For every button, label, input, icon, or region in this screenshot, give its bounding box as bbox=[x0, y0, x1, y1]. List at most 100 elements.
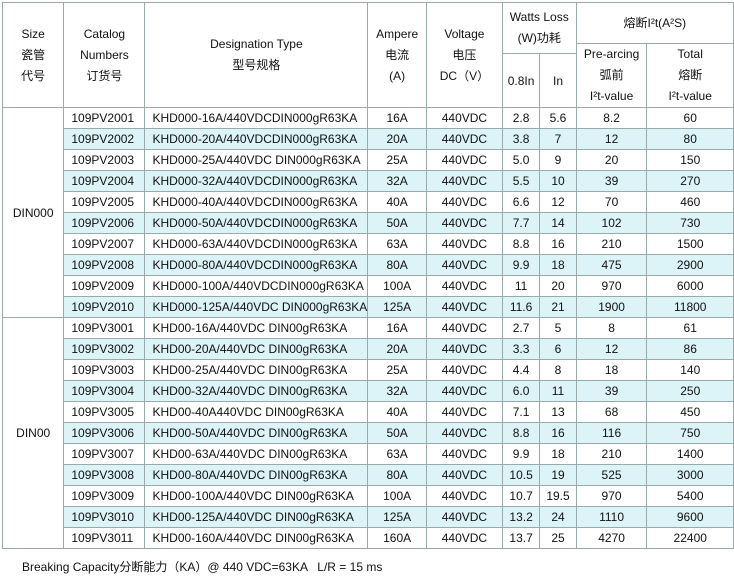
cell: KHD000-125A/440VDC DIN000gR63KA bbox=[144, 296, 369, 318]
table-row: 109PV3005 KHD00-40A440VDC DIN00gR63KA 40A 4… bbox=[3, 401, 734, 423]
header-line: Size bbox=[21, 26, 45, 41]
header-line: 熔断 bbox=[678, 68, 703, 82]
cell: 150 bbox=[646, 149, 734, 171]
header-cell: Watts Loss (W)功耗 bbox=[501, 2, 577, 54]
cell: 13 bbox=[539, 401, 577, 423]
cell: 21 bbox=[539, 296, 577, 318]
cell: 68 bbox=[575, 401, 648, 423]
header-cell: In bbox=[539, 53, 577, 108]
cell: 60 bbox=[646, 107, 734, 129]
cell: 12 bbox=[575, 338, 648, 360]
header-cell: 熔断I²t(A²S) bbox=[575, 2, 734, 44]
cell: 440VDC bbox=[425, 254, 503, 276]
header-cell: Pre-arcing 弧前 I²t-value bbox=[575, 43, 648, 108]
cell: 109PV2010 bbox=[63, 296, 146, 318]
table-row: 109PV3011 KHD00-160A/440VDC DIN00gR63KA 16… bbox=[3, 527, 734, 549]
cell: 9600 bbox=[646, 506, 734, 528]
cell: 12 bbox=[539, 191, 577, 213]
cell: KHD00-80A/440VDC DIN00gR63KA bbox=[144, 464, 369, 486]
cell: 440VDC bbox=[425, 128, 503, 150]
cell: KHD00-50A/440VDC DIN00gR63KA bbox=[144, 422, 369, 444]
cell: 80 bbox=[646, 128, 734, 150]
cell: 210 bbox=[575, 233, 648, 255]
header-line: DC（V） bbox=[439, 68, 490, 83]
header-row: 0.8In In bbox=[3, 53, 734, 108]
cell: 440VDC bbox=[425, 527, 503, 549]
cell: KHD000-50A/440VDCDIN000gR63KA bbox=[144, 212, 369, 234]
cell: 16A bbox=[367, 317, 427, 339]
cell: 39 bbox=[575, 170, 648, 192]
cell: 20 bbox=[575, 149, 648, 171]
cell: 270 bbox=[646, 170, 734, 192]
table-row: 109PV2010 KHD000-125A/440VDC DIN000gR63KA… bbox=[3, 296, 734, 318]
cell: 109PV3005 bbox=[63, 401, 146, 423]
size-cell: DIN000 bbox=[1, 107, 65, 318]
cell: 525 bbox=[575, 464, 648, 486]
cell: 109PV2009 bbox=[63, 275, 146, 297]
cell: 18 bbox=[575, 359, 648, 381]
cell: KHD000-100A/440VDCDIN000gR63KA bbox=[144, 275, 369, 297]
cell: 11 bbox=[501, 275, 541, 297]
cell: KHD00-160A/440VDC DIN00gR63KA bbox=[144, 527, 369, 549]
cell: 970 bbox=[575, 485, 648, 507]
table-row: 109PV2008 KHD000-80A/440VDCDIN000gR63KA 80… bbox=[3, 254, 734, 276]
cell: 109PV3011 bbox=[63, 527, 146, 549]
table-row: 109PV3002 KHD00-20A/440VDC DIN00gR63KA 20A… bbox=[3, 338, 734, 360]
cell: 86 bbox=[646, 338, 734, 360]
cell: 450 bbox=[646, 401, 734, 423]
cell: 6 bbox=[539, 338, 577, 360]
cell: 10.7 bbox=[501, 485, 541, 507]
cell: 125A bbox=[367, 296, 427, 318]
cell: 5 bbox=[539, 317, 577, 339]
header-line: 瓷管 bbox=[21, 47, 46, 62]
cell: KHD00-40A440VDC DIN00gR63KA bbox=[144, 401, 369, 423]
header-line: (A) bbox=[389, 68, 406, 83]
cell: 10.5 bbox=[501, 464, 541, 486]
header-line: I²t-value bbox=[589, 89, 634, 103]
cell: KHD00-100A/440VDC DIN00gR63KA bbox=[144, 485, 369, 507]
cell: 1900 bbox=[575, 296, 648, 318]
cell: 6.0 bbox=[501, 380, 541, 402]
cell: 61 bbox=[646, 317, 734, 339]
header-row: Size 瓷管 代号 Catalog Numbers 订货号 Designation Typ… bbox=[1, 2, 734, 108]
cell: 109PV2005 bbox=[63, 191, 146, 213]
cell: 8 bbox=[575, 317, 648, 339]
cell: 750 bbox=[646, 422, 734, 444]
cell: 5.0 bbox=[501, 149, 541, 171]
header-line: Total bbox=[677, 47, 703, 61]
table-row: 109PV3004 KHD00-32A/440VDC DIN00gR63KA 32A… bbox=[3, 380, 734, 402]
size-cell: DIN00 bbox=[1, 317, 65, 549]
cell: 109PV2008 bbox=[63, 254, 146, 276]
header-line: (W)功耗 bbox=[517, 31, 561, 45]
cell: 9 bbox=[539, 149, 577, 171]
cell: 109PV3010 bbox=[63, 506, 146, 528]
cell: 3000 bbox=[646, 464, 734, 486]
cell: 5400 bbox=[646, 485, 734, 507]
cell: KHD00-16A/440VDC DIN00gR63KA bbox=[144, 317, 369, 339]
header-cell: Designation Type 型号规格 bbox=[144, 2, 369, 108]
cell: 13.2 bbox=[501, 506, 541, 528]
cell: 440VDC bbox=[425, 149, 503, 171]
cell: 8.2 bbox=[575, 107, 648, 129]
cell: 160A bbox=[367, 527, 427, 549]
cell: 20 bbox=[539, 275, 577, 297]
cell: 440VDC bbox=[425, 485, 503, 507]
fuse-table: Size 瓷管 代号 Catalog Numbers 订货号 Designation Typ… bbox=[1, 2, 734, 549]
cell: KHD000-25A/440VDC DIN000gR63KA bbox=[144, 149, 369, 171]
cell: 116 bbox=[575, 422, 648, 444]
cell: 1110 bbox=[575, 506, 648, 528]
cell: 109PV3006 bbox=[63, 422, 146, 444]
cell: 2.7 bbox=[501, 317, 541, 339]
header-line: 电压 bbox=[452, 47, 477, 62]
cell: 109PV2004 bbox=[63, 170, 146, 192]
cell: 40A bbox=[367, 401, 427, 423]
cell: 32A bbox=[367, 380, 427, 402]
cell: 109PV3009 bbox=[63, 485, 146, 507]
cell: 440VDC bbox=[425, 170, 503, 192]
cell: 80A bbox=[367, 254, 427, 276]
cell: 16 bbox=[539, 422, 577, 444]
cell: 3.3 bbox=[501, 338, 541, 360]
cell: 22400 bbox=[646, 527, 734, 549]
cell: 440VDC bbox=[425, 107, 503, 129]
table-row: 109PV3010 KHD00-125A/440VDC DIN00gR63KA 12… bbox=[3, 506, 734, 528]
